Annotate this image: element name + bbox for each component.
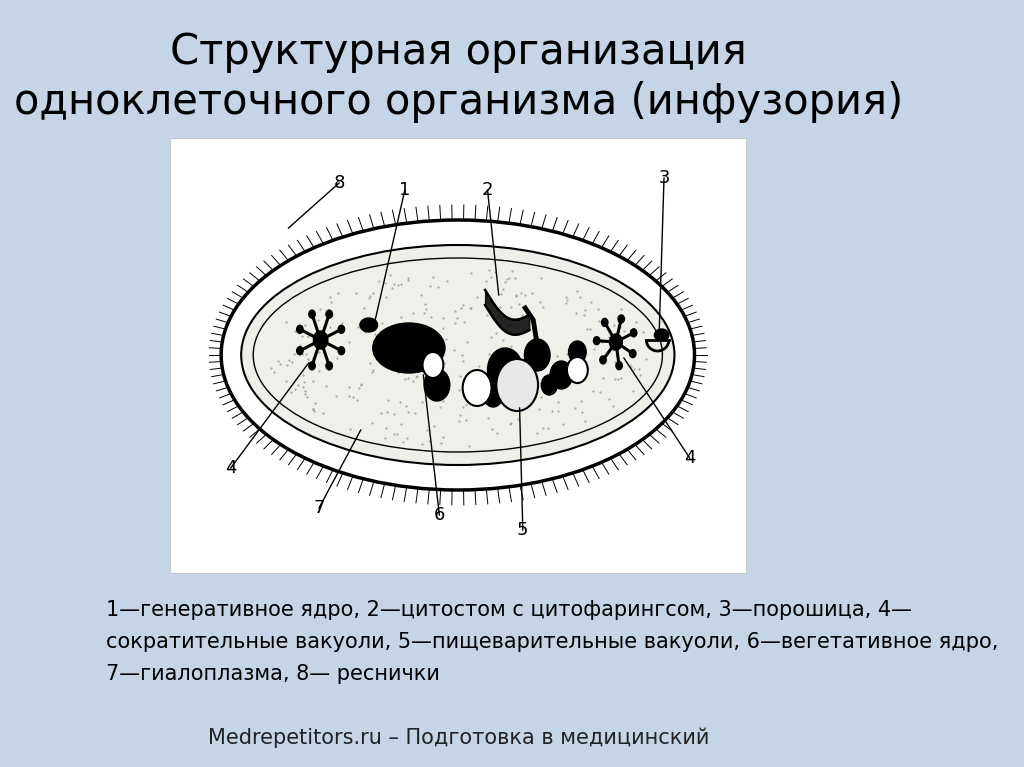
Circle shape: [297, 325, 303, 334]
Circle shape: [423, 352, 443, 378]
Text: 7: 7: [313, 499, 325, 517]
Circle shape: [550, 361, 572, 389]
Text: 3: 3: [658, 169, 670, 187]
Text: 5: 5: [517, 521, 528, 539]
Ellipse shape: [360, 318, 378, 332]
Circle shape: [309, 362, 315, 370]
Text: 6: 6: [434, 506, 445, 524]
Text: одноклеточного организма (инфузория): одноклеточного организма (инфузория): [14, 81, 903, 123]
Text: Medrepetitors.ru – Подготовка в медицинский: Medrepetitors.ru – Подготовка в медицинс…: [208, 728, 710, 749]
Circle shape: [618, 315, 625, 323]
Circle shape: [326, 362, 333, 370]
Circle shape: [600, 356, 606, 364]
Circle shape: [567, 357, 588, 383]
Bar: [170, 138, 745, 573]
Circle shape: [568, 341, 586, 363]
Circle shape: [326, 310, 333, 318]
Circle shape: [542, 375, 557, 395]
Circle shape: [487, 348, 523, 392]
Text: 7—гиалоплазма, 8— реснички: 7—гиалоплазма, 8— реснички: [105, 664, 439, 684]
Circle shape: [297, 347, 303, 354]
Circle shape: [338, 325, 345, 334]
Text: 8: 8: [334, 174, 345, 192]
Text: Структурная организация: Структурная организация: [170, 31, 746, 73]
Ellipse shape: [242, 245, 675, 465]
Text: 4: 4: [225, 459, 237, 477]
Text: сократительные вакуоли, 5—пищеварительные вакуоли, 6—вегетативное ядро,: сократительные вакуоли, 5—пищеварительны…: [105, 632, 998, 652]
Circle shape: [497, 359, 538, 411]
Circle shape: [601, 318, 608, 327]
Circle shape: [338, 347, 345, 354]
Text: 4: 4: [684, 449, 695, 467]
Text: 1—генеративное ядро, 2—цитостом с цитофарингсом, 3—порошица, 4—: 1—генеративное ядро, 2—цитостом с цитофа…: [105, 600, 911, 620]
Text: 1: 1: [399, 181, 411, 199]
Circle shape: [609, 334, 623, 350]
Circle shape: [309, 310, 315, 318]
Circle shape: [313, 331, 328, 349]
Ellipse shape: [654, 329, 669, 341]
Ellipse shape: [253, 258, 663, 452]
Circle shape: [463, 370, 492, 406]
Circle shape: [424, 369, 450, 401]
Text: 2: 2: [481, 181, 494, 199]
Circle shape: [615, 362, 623, 370]
Circle shape: [631, 329, 637, 337]
Circle shape: [630, 350, 636, 357]
Circle shape: [524, 339, 550, 371]
Circle shape: [483, 383, 503, 407]
Ellipse shape: [373, 323, 445, 373]
Circle shape: [594, 337, 600, 344]
